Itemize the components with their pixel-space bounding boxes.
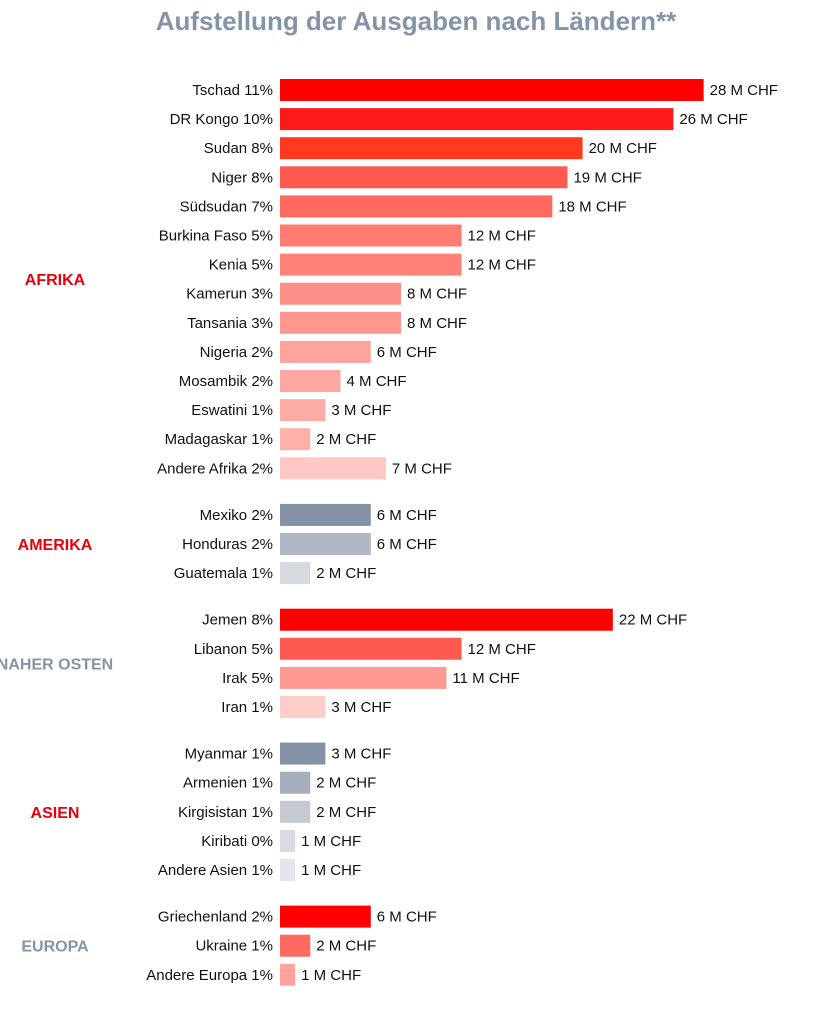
country-label: Jemen 8% [202,612,273,629]
bar [280,166,568,189]
bar [280,253,462,276]
bar [280,859,296,881]
bar [280,340,371,363]
bar [280,195,553,218]
country-label: Myanmar 1% [185,746,273,763]
bar [280,608,613,631]
value-label: 2 M CHF [316,775,376,792]
bar [280,666,447,689]
bar [280,963,296,986]
value-label: 3 M CHF [331,746,391,763]
bar [280,428,311,451]
bar [280,224,462,247]
country-label: Mosambik 2% [179,373,273,390]
value-label: 11 M CHF [452,670,519,687]
value-label: 1 M CHF [301,862,361,879]
value-label: 2 M CHF [316,431,376,448]
value-label: 22 M CHF [619,612,687,629]
value-label: 1 M CHF [301,833,361,850]
country-label: DR Kongo 10% [170,111,273,128]
value-label: 8 M CHF [407,286,467,303]
bar [280,637,462,660]
value-label: 18 M CHF [558,198,626,215]
country-label: Kiribati 0% [201,833,273,850]
country-label: Tschad 11% [192,82,273,99]
country-label: Burkina Faso 5% [159,228,273,245]
country-label: Honduras 2% [182,536,273,553]
bar [280,800,311,823]
value-label: 12 M CHF [468,641,536,658]
value-label: 6 M CHF [377,344,437,361]
region-label: AMERIKA [18,537,93,554]
country-label: Andere Asien 1% [158,862,273,879]
bar [280,533,371,555]
value-label: 8 M CHF [407,315,467,332]
country-label: Andere Europa 1% [146,967,273,984]
country-label: Guatemala 1% [174,565,273,582]
country-label: Mexiko 2% [200,507,273,524]
bar [280,108,674,131]
bar [280,282,402,305]
country-label: Kirgisistan 1% [178,804,273,821]
bar [280,696,326,718]
region-label: AFRIKA [25,272,86,289]
bar [280,562,311,585]
bar [280,137,583,160]
bar [280,829,296,852]
value-label: 2 M CHF [316,565,376,582]
region-label: ASIEN [31,805,80,822]
value-label: 26 M CHF [679,111,747,128]
value-label: 6 M CHF [377,536,437,553]
region-label: EUROPA [21,939,89,956]
country-label: Kenia 5% [209,257,273,274]
bar [280,370,341,392]
country-label: Armenien 1% [183,775,273,792]
value-label: 20 M CHF [589,140,657,157]
country-label: Griechenland 2% [158,909,273,926]
country-label: Kamerun 3% [186,286,273,303]
value-label: 12 M CHF [468,228,536,245]
bar [280,79,704,101]
country-label: Nigeria 2% [200,344,273,361]
value-label: 4 M CHF [347,373,407,390]
country-label: Niger 8% [211,169,273,186]
value-label: 7 M CHF [392,460,452,477]
country-label: Sudan 8% [204,140,273,157]
value-label: 2 M CHF [316,938,376,955]
chart-title: Aufstellung der Ausgaben nach Ländern** [155,6,677,36]
country-label: Iran 1% [221,699,273,716]
country-label: Ukraine 1% [195,938,273,955]
country-label: Südsudan 7% [180,198,273,215]
bar [280,905,371,928]
value-label: 1 M CHF [301,967,361,984]
country-label: Andere Afrika 2% [157,460,273,477]
value-label: 6 M CHF [377,507,437,524]
country-label: Libanon 5% [194,641,273,658]
country-label: Irak 5% [222,670,273,687]
bar [280,311,402,334]
bar [280,771,311,794]
country-label: Tansania 3% [187,315,273,332]
bar [280,503,371,526]
value-label: 6 M CHF [377,909,437,926]
region-label: NAHER OSTEN [0,656,113,673]
value-label: 3 M CHF [331,699,391,716]
value-label: 19 M CHF [573,169,641,186]
bar [280,457,386,480]
value-label: 3 M CHF [331,402,391,419]
country-label: Eswatini 1% [191,402,273,419]
bar [280,934,311,957]
value-label: 28 M CHF [710,82,778,99]
value-label: 2 M CHF [316,804,376,821]
country-label: Madagaskar 1% [165,431,273,448]
bar [280,399,326,422]
value-label: 12 M CHF [468,257,536,274]
bar [280,742,326,765]
